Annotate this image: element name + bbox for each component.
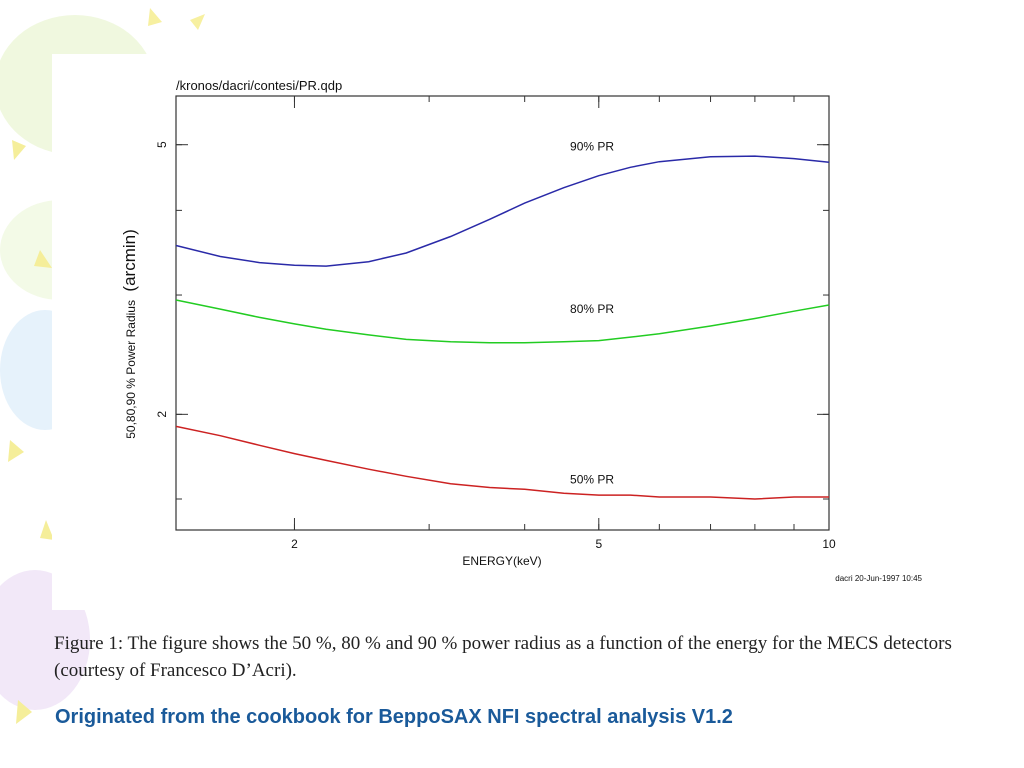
plot-frame (175, 95, 830, 531)
chart-timestamp: dacri 20-Jun-1997 10:45 (835, 574, 922, 583)
series-line-1 (175, 299, 830, 344)
y-tick-label: 2 (155, 411, 169, 418)
decor-star-yellow (148, 8, 162, 26)
source-note: Originated from the cookbook for BeppoSA… (55, 706, 733, 728)
x-axis-label: ENERGY(keV) (462, 554, 541, 568)
series-label-1: 80% PR (570, 302, 614, 316)
series-label-2: 50% PR (570, 473, 614, 487)
decor-star-yellow (190, 14, 205, 30)
series-label-0: 90% PR (570, 140, 614, 154)
figure-caption: Figure 1: The figure shows the 50 %, 80 … (54, 633, 952, 681)
y-axis-label-main: 50,80,90 % Power Radius (124, 300, 138, 439)
decor-star-yellow (12, 140, 26, 160)
series-line-0 (175, 155, 830, 267)
series-layer: 90% PR 80% PR 50% PR (175, 140, 830, 500)
y-axis-label-unit: (arcmin) (120, 229, 139, 291)
plot-panel: /kronos/dacri/contesi/PR.qdp 2 5 10 2 5 90% … (52, 54, 972, 610)
decor-star-yellow (8, 440, 24, 462)
ticks-layer: 2 5 10 2 5 (155, 96, 836, 551)
y-tick-label: 5 (155, 141, 169, 148)
decor-star-yellow (16, 700, 32, 724)
x-tick-label: 10 (822, 537, 836, 551)
x-tick-label: 5 (595, 537, 602, 551)
y-axis-label: 50,80,90 % Power Radius (arcmin) (120, 229, 139, 439)
x-tick-label: 2 (291, 537, 298, 551)
decor-star-yellow (34, 250, 52, 268)
power-radius-chart: /kronos/dacri/contesi/PR.qdp 2 5 10 2 5 90% … (120, 78, 923, 583)
series-line-2 (175, 425, 829, 500)
chart-header: /kronos/dacri/contesi/PR.qdp (176, 78, 342, 93)
decor-star-yellow (40, 520, 54, 540)
